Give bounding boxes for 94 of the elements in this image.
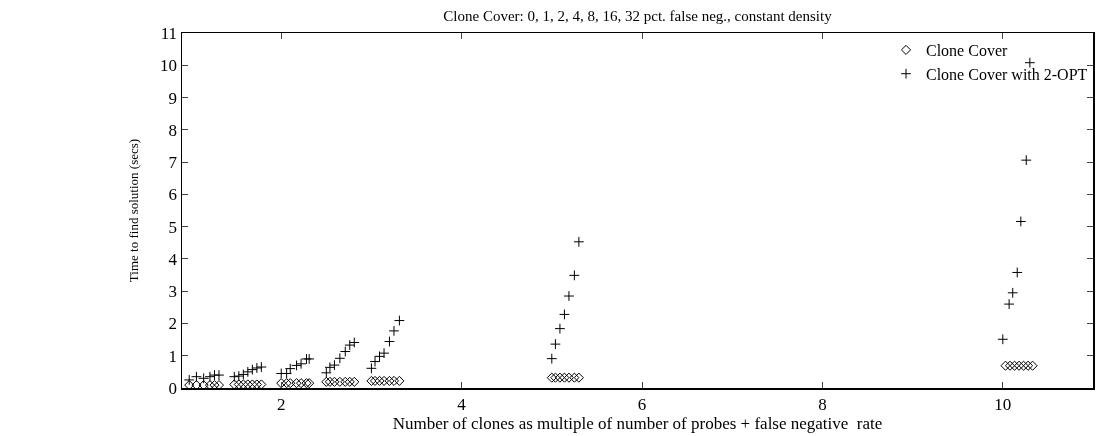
y-axis-title: Time to find solution (secs)	[126, 138, 142, 283]
point	[1013, 360, 1025, 371]
y-tick-label: 5	[168, 217, 178, 237]
point	[374, 375, 385, 386]
point	[340, 376, 351, 387]
point	[374, 350, 385, 362]
x-tick-label: 4	[457, 394, 467, 414]
point	[554, 372, 565, 383]
point	[1027, 360, 1038, 371]
point	[366, 362, 377, 374]
point	[281, 368, 293, 379]
x-tick-label: 8	[818, 394, 827, 414]
point	[546, 353, 558, 365]
chart-title: Clone Cover: 0, 1, 2, 4, 8, 16, 32 pct. false neg., constant density	[443, 8, 833, 25]
point	[291, 378, 302, 389]
point	[1000, 360, 1011, 371]
point	[276, 378, 287, 389]
point	[237, 369, 249, 380]
y-tick-label: 7	[168, 153, 178, 173]
point	[1020, 154, 1032, 166]
point	[344, 376, 355, 387]
point	[251, 362, 263, 374]
point	[1011, 267, 1023, 278]
point	[394, 375, 405, 386]
point	[550, 338, 561, 350]
point	[569, 372, 580, 383]
point	[320, 367, 332, 379]
point	[1015, 216, 1027, 227]
point	[246, 364, 258, 375]
point	[388, 375, 400, 386]
point	[568, 269, 580, 281]
y-tick-label: 6	[168, 185, 178, 205]
y-tick-label: 1	[168, 346, 178, 366]
point	[1003, 298, 1015, 310]
x-axis-title: Number of clones as multiple of number of probes + false negative rate	[392, 413, 883, 433]
point	[563, 372, 574, 383]
y-tick-label: 0	[168, 378, 178, 398]
point	[1009, 360, 1020, 371]
point	[1024, 57, 1036, 69]
legend-label: Clone Cover	[926, 42, 1008, 60]
x-tick-label: 2	[276, 394, 286, 414]
point	[348, 337, 360, 348]
point	[334, 352, 346, 364]
y-tick-label: 9	[168, 88, 178, 108]
point	[334, 376, 345, 387]
point	[183, 374, 195, 386]
point	[329, 376, 340, 387]
point	[563, 290, 575, 302]
point	[559, 372, 570, 383]
point	[559, 309, 570, 320]
point	[209, 380, 220, 391]
y-tick-label: 8	[168, 120, 178, 140]
point	[329, 359, 340, 371]
point	[191, 371, 202, 383]
point	[554, 323, 566, 335]
point	[393, 315, 405, 326]
point	[384, 375, 395, 386]
point	[366, 375, 377, 386]
point	[339, 346, 351, 357]
point	[242, 366, 254, 378]
point	[1018, 360, 1029, 371]
y-tick-label: 10	[160, 56, 178, 76]
point	[198, 372, 210, 384]
point	[388, 325, 400, 337]
point	[281, 378, 292, 389]
point	[378, 375, 390, 386]
point	[384, 336, 395, 347]
point	[296, 378, 307, 389]
x-tick-label: 6	[637, 394, 647, 414]
point	[344, 339, 356, 351]
point	[233, 370, 245, 382]
point	[349, 376, 360, 387]
point	[550, 372, 561, 383]
point	[291, 360, 302, 371]
point	[324, 361, 336, 373]
point	[573, 372, 584, 383]
legend-label: Clone Cover with 2-OPT	[926, 65, 1088, 83]
point	[295, 358, 307, 370]
y-tick-label: 2	[168, 314, 178, 334]
point	[546, 372, 557, 383]
y-tick-label: 11	[160, 23, 178, 43]
point	[1004, 360, 1016, 371]
x-tick-label: 10	[994, 394, 1012, 414]
point	[1007, 287, 1019, 299]
point	[184, 380, 195, 391]
y-tick-label: 4	[168, 249, 178, 269]
point	[369, 356, 381, 367]
point	[285, 378, 296, 389]
y-tick-label: 3	[168, 282, 178, 302]
point	[573, 236, 585, 248]
point	[1023, 360, 1034, 371]
point	[997, 333, 1009, 345]
point	[255, 361, 267, 373]
point	[369, 375, 381, 386]
